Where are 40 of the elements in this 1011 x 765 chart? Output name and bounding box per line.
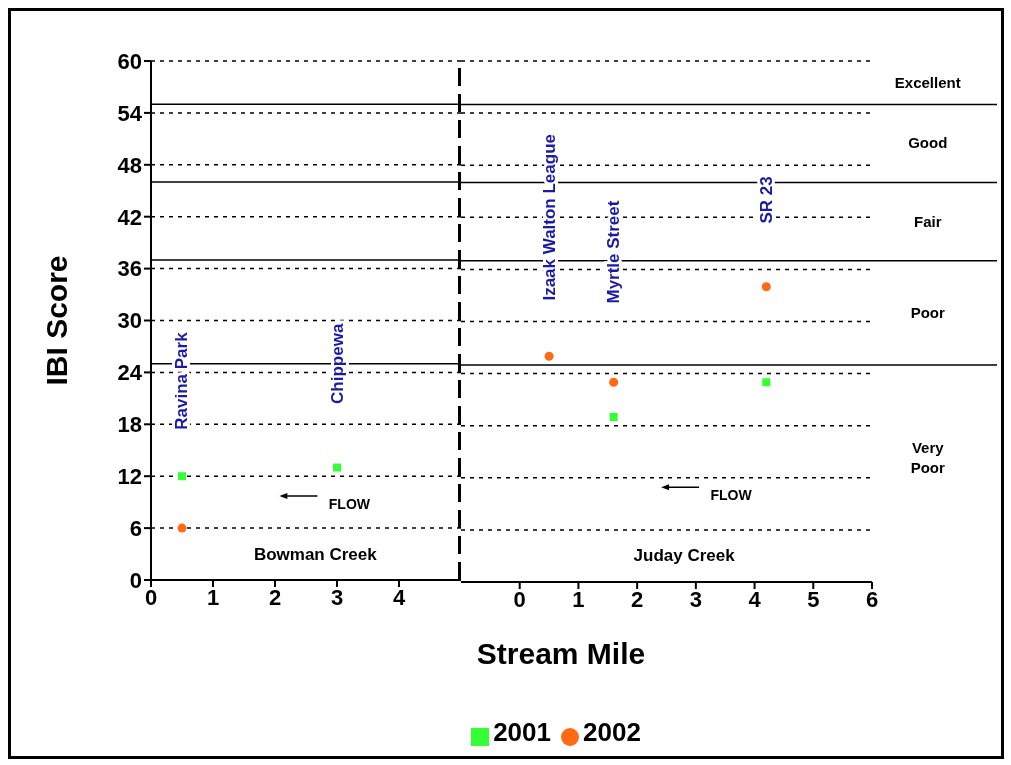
y-tick-label: 42 [117, 204, 142, 230]
annotation: Bowman Creek [253, 544, 378, 564]
x-tick-label: 6 [865, 586, 879, 612]
y-tick-label: 54 [117, 100, 143, 126]
annotation: Ravina Park [172, 331, 192, 430]
x-tick-label: 4 [392, 584, 406, 610]
x-tick-label: 4 [748, 586, 762, 612]
annotation: Izaak Walton League [539, 134, 559, 301]
x-axis-title: Stream Mile [476, 637, 646, 670]
annotation: Chippewa [327, 323, 347, 404]
annotation: FLOW [328, 495, 371, 512]
y-tick-label: 12 [117, 464, 142, 490]
x-tick-label: 5 [807, 586, 820, 612]
x-tick-label: 1 [572, 586, 585, 612]
annotation: FLOW [710, 487, 753, 504]
x-tick-label: 2 [268, 584, 282, 610]
y-tick-label: 30 [117, 308, 142, 334]
x-tick-label: 3 [689, 586, 702, 612]
legend-label: 2002 [583, 717, 641, 747]
x-tick-label: 3 [330, 584, 344, 610]
annotation: SR 23 [756, 176, 776, 224]
y-tick-label: 0 [129, 567, 142, 593]
x-tick-label: 1 [206, 584, 220, 610]
y-tick-label: 60 [117, 48, 142, 74]
y-tick-label: 36 [117, 256, 142, 282]
annotation: Myrtle Street [604, 200, 624, 304]
x-tick-label: 2 [631, 586, 644, 612]
y-tick-label: 48 [117, 152, 142, 178]
text: Good [908, 134, 948, 152]
x-tick-label: 0 [513, 586, 526, 612]
text: Fair [914, 212, 942, 230]
y-tick-label: 6 [129, 515, 142, 541]
y-tick-label: 18 [117, 412, 142, 438]
text: Poor [910, 303, 946, 321]
text: Very Poor [910, 438, 946, 476]
annotation: Juday Creek [633, 546, 736, 566]
text: Excellent [894, 73, 961, 91]
legend-label: 2001 [493, 717, 551, 747]
y-axis-title: IBI Score [39, 255, 73, 386]
y-tick-label: 24 [117, 360, 143, 386]
